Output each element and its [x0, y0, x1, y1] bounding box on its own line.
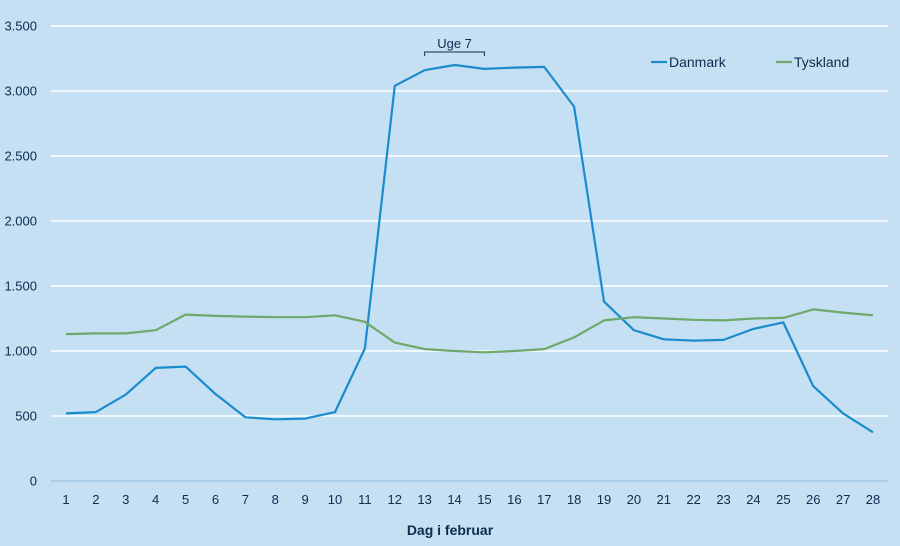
y-tick-label: 2.500	[4, 149, 37, 164]
annotation-label: Uge 7	[437, 36, 472, 51]
series-line-danmark	[65, 63, 874, 434]
y-tick-label: 500	[15, 409, 37, 424]
x-tick-label: 8	[272, 492, 279, 507]
x-tick-label: 20	[627, 492, 641, 507]
y-tick-label: 1.000	[4, 344, 37, 359]
x-axis-title: Dag i februar	[407, 522, 494, 538]
x-tick-label: 1	[62, 492, 69, 507]
x-axis-ticks: 1 2 3 4 5 6 7 8 9 10 11 12 13 14 15 16 17 18 19 20 21 22 23 24 2…	[62, 492, 880, 507]
x-tick-label: 7	[242, 492, 249, 507]
x-tick-label: 13	[417, 492, 431, 507]
x-tick-label: 6	[212, 492, 219, 507]
x-tick-label: 28	[866, 492, 880, 507]
annotation-bracket	[424, 51, 485, 56]
series-line-tyskland	[65, 308, 874, 354]
y-tick-label: 0	[30, 474, 37, 489]
legend-label: Danmark	[669, 54, 727, 70]
x-tick-label: 26	[806, 492, 820, 507]
x-tick-label: 9	[301, 492, 308, 507]
y-tick-label: 2.000	[4, 214, 37, 229]
x-tick-label: 14	[447, 492, 461, 507]
y-tick-label: 3.500	[4, 19, 37, 34]
x-tick-label: 5	[182, 492, 189, 507]
series-lines	[65, 63, 874, 434]
x-tick-label: 18	[567, 492, 581, 507]
x-tick-label: 23	[716, 492, 730, 507]
y-tick-label: 1.500	[4, 279, 37, 294]
x-tick-label: 22	[686, 492, 700, 507]
x-tick-label: 21	[657, 492, 671, 507]
x-tick-label: 11	[358, 492, 372, 507]
x-tick-label: 27	[836, 492, 850, 507]
x-tick-label: 10	[328, 492, 342, 507]
x-tick-label: 2	[92, 492, 99, 507]
x-tick-label: 12	[388, 492, 402, 507]
x-tick-label: 4	[152, 492, 159, 507]
x-tick-label: 25	[776, 492, 790, 507]
legend: Danmark Tyskland	[651, 54, 849, 70]
week-annotation: Uge 7	[424, 36, 485, 56]
legend-label: Tyskland	[794, 54, 849, 70]
x-tick-label: 19	[597, 492, 611, 507]
x-tick-label: 15	[477, 492, 491, 507]
x-tick-label: 16	[507, 492, 521, 507]
y-tick-label: 3.000	[4, 84, 37, 99]
x-tick-label: 24	[746, 492, 760, 507]
y-axis-ticks: 0 500 1.000 1.500 2.000 2.500 3.000 3.500	[4, 19, 37, 489]
x-tick-label: 3	[122, 492, 129, 507]
x-tick-label: 17	[537, 492, 551, 507]
